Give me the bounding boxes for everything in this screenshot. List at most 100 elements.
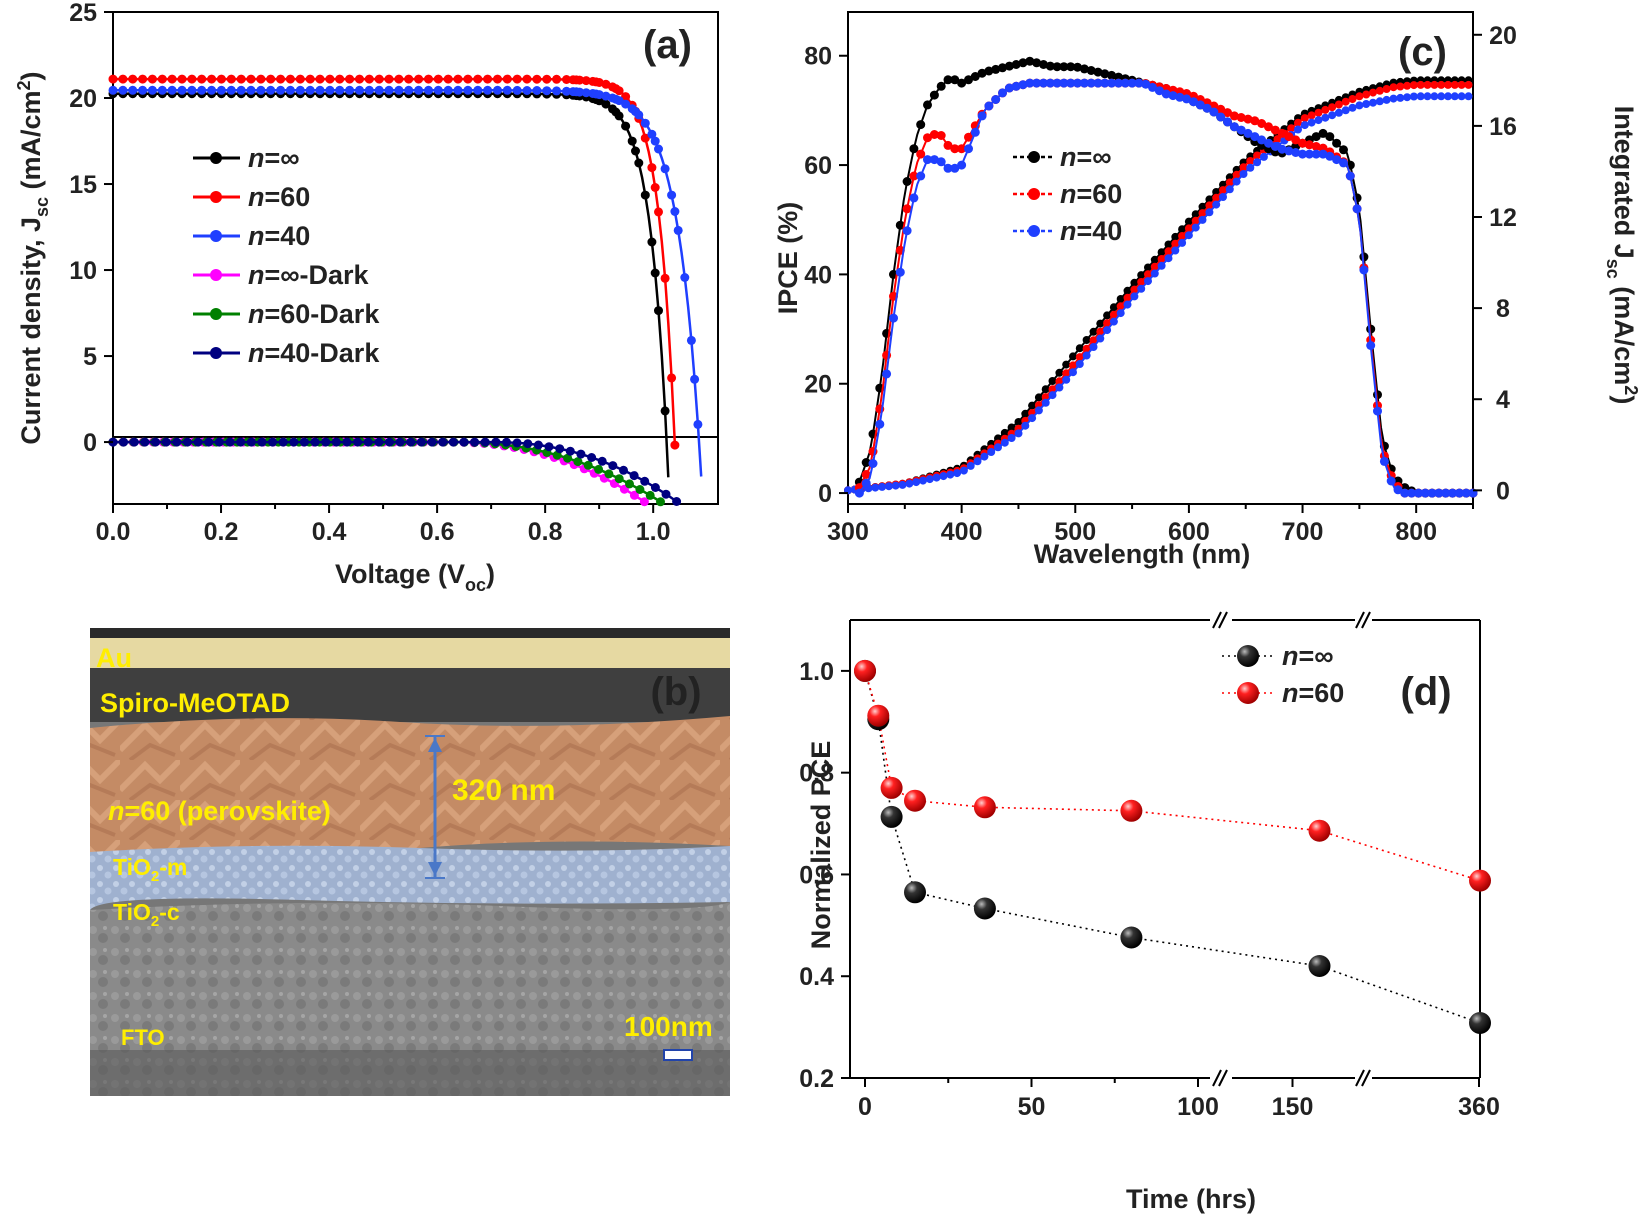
panel-a-data-point (581, 76, 591, 86)
panel-a-data-point (276, 85, 286, 95)
panel-d-axis-break (1361, 611, 1371, 629)
panel-c-ipce-point (970, 72, 980, 81)
panel-d-series-line (864, 670, 1481, 1024)
panel-a-data-point (151, 437, 160, 447)
label-tio2-c: TiO2-c (113, 899, 180, 930)
panel-c-ipce-point (1304, 149, 1314, 159)
panel-c-jsc-point (1014, 429, 1023, 438)
panel-a-data-point (364, 74, 374, 84)
panel-c-jsc-point (1430, 80, 1439, 89)
panel-c-ipce-point (909, 171, 919, 181)
panel-c-jsc-point (953, 469, 962, 478)
panel-c-ipce-point (991, 95, 1001, 104)
panel-c-jsc-point (1232, 177, 1241, 186)
panel-c-ipce-point (1209, 107, 1219, 117)
panel-c-jsc-point (1396, 82, 1405, 91)
panel-a-data-point (295, 74, 305, 84)
panel-c-ipce-point (1079, 78, 1089, 88)
panel-c-jsc-point (1307, 111, 1316, 120)
panel-d: 0 50 100 150 360 0.2 0.4 0.6 0.8 1.0 (d) Time (h… (799, 611, 1500, 1214)
panel-a-data-point (187, 74, 197, 84)
panel-a-data-point (573, 457, 583, 467)
panel-c-jsc-point (1219, 186, 1227, 195)
panel-c-jsc-point (1014, 418, 1023, 426)
panel-c-jsc-point (1130, 292, 1139, 301)
panel-c-ipce-point (1243, 128, 1253, 138)
panel-a-data-point (276, 74, 286, 84)
panel-a-data-point (266, 85, 276, 95)
panel-c-jsc-point (1328, 111, 1337, 120)
panel-c-ipce-point (929, 155, 939, 165)
panel-c-legend-marker (1028, 151, 1040, 163)
panel-c-jsc-point (1457, 80, 1466, 89)
panel-c-ipce-point (991, 64, 1001, 74)
panel-c-jsc-point (1021, 409, 1030, 418)
panel-a-data-point (625, 479, 634, 489)
panel-c-left-y-tick-label: 60 (804, 152, 832, 180)
panel-c-jsc-point (1334, 108, 1343, 117)
panel-c-x-tick-label: 700 (1282, 518, 1324, 546)
panel-c-jsc-point (959, 466, 968, 475)
panel-a-data-point (621, 99, 631, 109)
panel-c-ipce-point (1277, 144, 1287, 154)
panel-c-ipce-point (943, 75, 953, 85)
panel-c-left-y-axis-label: IPCE (%) (773, 202, 803, 315)
panel-c-ipce-point (895, 220, 905, 230)
panel-d-y-ticks: 0.2 0.4 0.6 0.8 1.0 (799, 658, 850, 1093)
panel-a-data-point (345, 85, 355, 95)
panel-c-jsc-point (1259, 152, 1268, 161)
panel-d-axis-break (1355, 1069, 1365, 1087)
panel-a-legend: n=∞ n=60 n=40 n=∞-Dark n=60-Dark n=40-Dark (193, 143, 380, 368)
panel-a-data-point (473, 74, 483, 84)
panel-c-ipce-point (902, 226, 912, 236)
panel-a-data-point (552, 86, 562, 96)
panel-d-x-ticks: 0 50 100 150 360 (858, 1078, 1500, 1121)
panel-a-data-point (667, 373, 677, 383)
label-tio2-m: TiO2-m (113, 854, 187, 885)
panel-c-jsc-point (1307, 118, 1316, 127)
panel-c-ipce-point (1325, 151, 1335, 161)
panel-c-ipce-point (1086, 78, 1096, 88)
panel-c-jsc-point (1457, 92, 1466, 101)
panel-a-data-point (118, 74, 128, 84)
panel-a-data-point (315, 74, 325, 84)
panel-c-right-y-tick-label: 20 (1489, 22, 1517, 50)
panel-c-series-group (844, 56, 1478, 498)
panel-a-data-point (562, 75, 571, 84)
panel-c-ipce-point (1066, 62, 1076, 72)
panel-a-data-point (443, 85, 453, 95)
panel-c-jsc-point (1253, 151, 1262, 160)
panel-a-data-point (453, 85, 463, 95)
panel-a-data-point (654, 306, 663, 316)
panel-c-ipce-point (1270, 142, 1280, 151)
panel-c-jsc-point (1362, 90, 1371, 99)
panel-a-data-point (246, 85, 256, 95)
panel-c-jsc-point (973, 457, 982, 466)
panel-a-data-point (660, 273, 670, 283)
panel-c-ipce-point (1039, 60, 1048, 69)
panel-a-data-point (640, 190, 650, 200)
panel-a-data-point (654, 144, 663, 154)
panel-c-ipce-point (1345, 171, 1355, 181)
panel-c-x-tick-label: 800 (1395, 518, 1437, 546)
panel-c-ipce-point (1093, 67, 1103, 77)
panel-d-data-point (1120, 799, 1143, 822)
panel-c-ipce-point (957, 160, 967, 170)
panel-a-data-point (305, 74, 315, 84)
panel-a-data-point (604, 469, 614, 479)
panel-a-data-point (342, 437, 352, 447)
panel-c-ipce-point (1229, 111, 1239, 121)
panel-c-jsc-point (1389, 94, 1398, 103)
panel-a-data-point (424, 74, 433, 84)
panel-d-data-point (880, 805, 903, 828)
panel-c-ipce-point (1073, 62, 1082, 72)
panel-a-legend-label: n=∞ (248, 143, 300, 173)
panel-c-x-tick-label: 400 (941, 518, 983, 546)
panel-a-data-point (575, 75, 585, 85)
panel-c-x-ticks: 300 400 500 600 700 800 (827, 504, 1474, 546)
panel-d-y-tick-label: 0.2 (799, 1065, 834, 1093)
panel-c-jsc-point (1048, 377, 1057, 385)
panel-c-ipce-point (1420, 488, 1430, 498)
panel-a-data-point (502, 74, 512, 84)
panel-c-ipce-point (1400, 488, 1410, 498)
